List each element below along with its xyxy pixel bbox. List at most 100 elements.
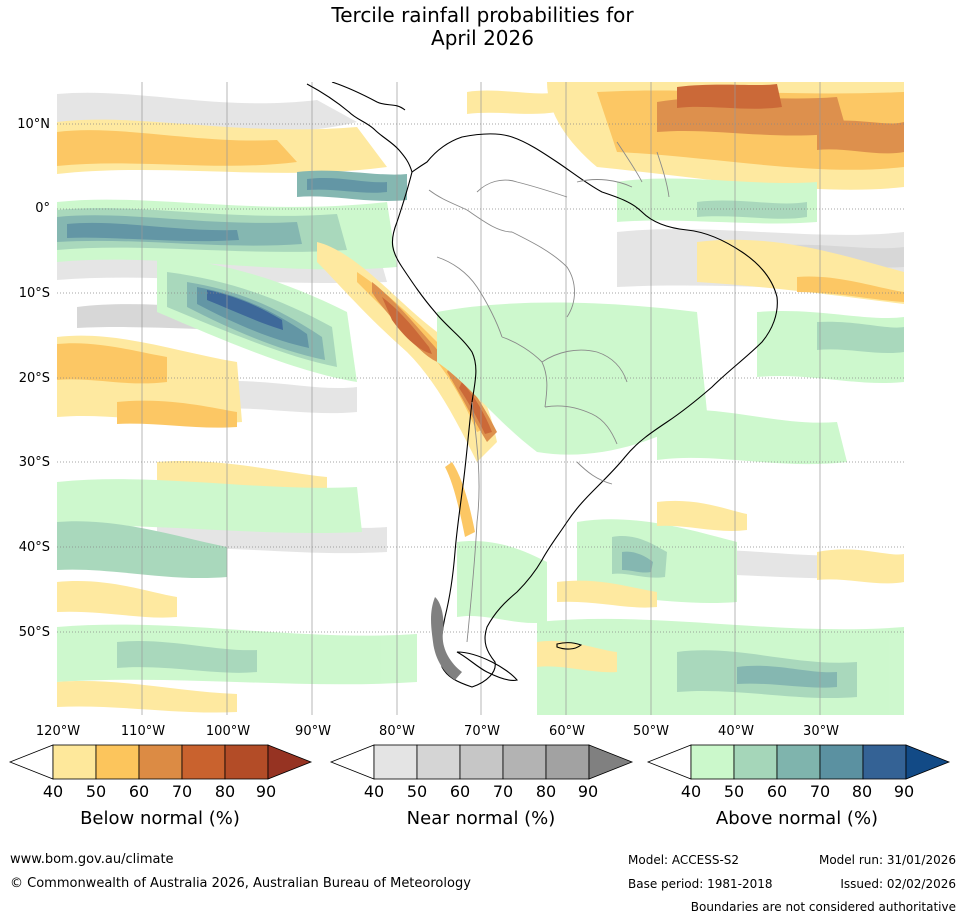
footer-url: www.bom.gov.au/climate <box>10 852 174 867</box>
lon-label-80w: 80°W <box>379 724 415 739</box>
footer-model-run: Model run: 31/01/2026 <box>818 853 956 867</box>
legend-tick: 90 <box>577 782 599 801</box>
lon-label-120w: 120°W <box>35 724 81 739</box>
below-normal-patch <box>797 276 904 302</box>
legend-tick: 50 <box>406 782 428 801</box>
above-normal-patch <box>817 321 904 354</box>
below-normal-patch <box>117 400 237 428</box>
below-normal-patch <box>537 640 617 673</box>
legend-above-normal <box>646 744 951 780</box>
lon-label-110w: 110°W <box>120 724 166 739</box>
legend-tick: 40 <box>42 782 64 801</box>
central-america-coast <box>331 82 406 111</box>
colorbar-segment <box>733 744 778 780</box>
colorbar-below-normal <box>8 744 313 780</box>
above-normal-patch <box>307 177 387 193</box>
colorbar-segment <box>224 744 269 780</box>
above-normal-patch <box>697 200 807 219</box>
lon-label-60w: 60°W <box>549 724 585 739</box>
below-normal-patch <box>817 120 904 154</box>
legend-tick: 40 <box>680 782 702 801</box>
colorbar-over-triangle <box>267 744 313 780</box>
below-normal-patch <box>57 580 177 618</box>
colorbar-segment <box>52 744 97 780</box>
country-boundaries <box>428 141 670 643</box>
above-normal-patch <box>67 222 239 242</box>
legend-tick: 40 <box>363 782 385 801</box>
above-normal-patch <box>57 479 362 534</box>
legend-tick: 50 <box>85 782 107 801</box>
legend-near-normal <box>329 744 634 780</box>
above-normal-patch <box>622 551 653 573</box>
below-normal-patch <box>57 680 237 713</box>
lat-label-20s: 20°S <box>18 371 50 386</box>
colorbar-above-normal <box>646 744 951 780</box>
below-normal-patch <box>459 382 492 434</box>
above-normal-patch <box>737 665 837 688</box>
lat-label-10s: 10°S <box>18 286 50 301</box>
probability-fields <box>57 82 904 715</box>
lat-label-0: 0° <box>35 201 50 216</box>
legend-title-above: Above normal (%) <box>715 808 879 829</box>
below-normal-patch <box>372 282 447 363</box>
legend-tick: 80 <box>851 782 873 801</box>
title-line-1: Tercile rainfall probabilities for <box>331 3 634 27</box>
legend-tick: 60 <box>766 782 788 801</box>
lon-label-30w: 30°W <box>803 724 839 739</box>
colorbar-under-triangle <box>329 744 375 780</box>
footer-base-period: Base period: 1981-2018 <box>628 877 773 891</box>
colorbar-segment <box>181 744 226 780</box>
map-title: Tercile rainfall probabilities for April… <box>0 4 965 50</box>
below-normal-patch <box>467 90 557 114</box>
colorbar-segment <box>95 744 140 780</box>
colorbar-segment <box>690 744 735 780</box>
above-normal-patch <box>437 302 707 455</box>
graticule <box>57 123 904 633</box>
lon-label-40w: 40°W <box>718 724 754 739</box>
lon-label-90w: 90°W <box>295 724 331 739</box>
legend-tick: 80 <box>214 782 236 801</box>
legend-tick: 70 <box>809 782 831 801</box>
colorbar-segment <box>502 744 547 780</box>
legend-title-near: Near normal (%) <box>406 808 556 829</box>
legend-tick: 60 <box>128 782 150 801</box>
legend-tick: 60 <box>449 782 471 801</box>
lat-label-30s: 30°S <box>18 455 50 470</box>
above-normal-patch <box>117 640 257 673</box>
below-normal-patch <box>445 462 475 537</box>
legend-tick: 70 <box>171 782 193 801</box>
colorbar-under-triangle <box>646 744 692 780</box>
lon-label-50w: 50°W <box>633 724 669 739</box>
legend-tick: 90 <box>255 782 277 801</box>
lat-label-10n: 10°N <box>17 117 50 132</box>
colorbar-segment <box>862 744 907 780</box>
below-normal-patch <box>57 343 167 384</box>
footer-disclaimer: Boundaries are not considered authoritat… <box>690 900 956 914</box>
near-normal-patch <box>207 380 357 414</box>
colorbar-segment <box>373 744 418 780</box>
colorbar-segment <box>545 744 590 780</box>
below-normal-patch <box>317 242 497 462</box>
lat-label-40s: 40°S <box>18 540 50 555</box>
colorbar-over-triangle <box>588 744 634 780</box>
central-america-coast <box>306 83 413 173</box>
below-normal-patch <box>382 297 432 354</box>
meridians <box>141 82 821 715</box>
below-normal-patch <box>817 549 904 584</box>
colorbar-near-normal <box>329 744 634 780</box>
below-normal-patch <box>657 500 747 531</box>
title-line-2: April 2026 <box>431 26 534 50</box>
below-normal-patch <box>557 580 657 608</box>
colorbar-segment <box>416 744 461 780</box>
lon-label-70w: 70°W <box>464 724 500 739</box>
above-normal-patch <box>457 541 547 624</box>
above-normal-patch <box>207 290 283 330</box>
lon-label-100w: 100°W <box>205 724 251 739</box>
legend-tick: 70 <box>492 782 514 801</box>
legend-tick: 90 <box>893 782 915 801</box>
footer-model: Model: ACCESS-S2 <box>628 853 740 867</box>
legend-tick: 80 <box>535 782 557 801</box>
colorbar-under-triangle <box>8 744 54 780</box>
colorbar-segment <box>819 744 864 780</box>
colorbar-over-triangle <box>905 744 951 780</box>
